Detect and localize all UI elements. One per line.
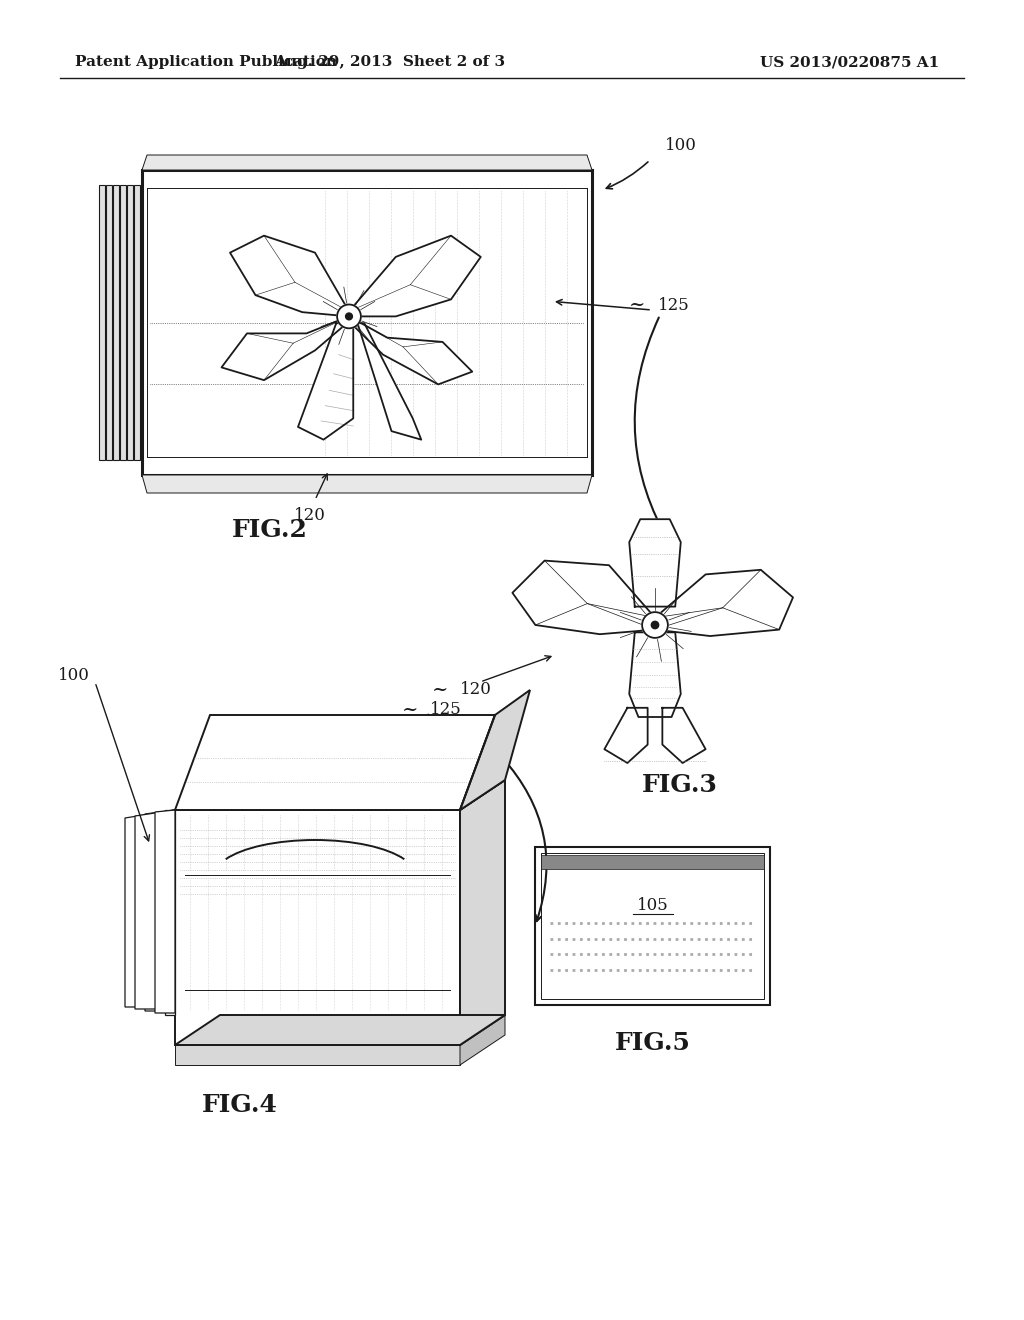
Text: 105: 105 xyxy=(637,898,669,913)
Circle shape xyxy=(346,313,352,319)
Polygon shape xyxy=(142,475,592,492)
Polygon shape xyxy=(655,570,793,636)
Polygon shape xyxy=(629,632,681,717)
Polygon shape xyxy=(230,236,349,317)
Polygon shape xyxy=(175,780,505,810)
Polygon shape xyxy=(142,154,592,170)
Text: FIG.2: FIG.2 xyxy=(232,517,308,543)
Text: FIG.3: FIG.3 xyxy=(642,774,718,797)
Polygon shape xyxy=(175,1045,460,1065)
Polygon shape xyxy=(125,810,175,1007)
Polygon shape xyxy=(349,317,472,384)
Polygon shape xyxy=(113,185,119,459)
Polygon shape xyxy=(175,810,460,1045)
Text: ~: ~ xyxy=(432,681,449,700)
Text: 120: 120 xyxy=(460,681,492,698)
Text: Aug. 29, 2013  Sheet 2 of 3: Aug. 29, 2013 Sheet 2 of 3 xyxy=(274,55,506,69)
Circle shape xyxy=(642,612,668,638)
Polygon shape xyxy=(541,855,764,869)
Text: 100: 100 xyxy=(665,136,697,153)
Polygon shape xyxy=(175,715,495,810)
Polygon shape xyxy=(460,1015,505,1065)
Text: FIG.4: FIG.4 xyxy=(202,1093,278,1117)
Polygon shape xyxy=(175,1015,505,1045)
Polygon shape xyxy=(535,847,770,1005)
Polygon shape xyxy=(604,708,647,763)
Text: ~: ~ xyxy=(401,701,418,719)
Polygon shape xyxy=(120,185,126,459)
Text: Patent Application Publication: Patent Application Publication xyxy=(75,55,337,69)
Polygon shape xyxy=(106,185,112,459)
Text: 125: 125 xyxy=(430,701,462,718)
Circle shape xyxy=(651,622,658,628)
Polygon shape xyxy=(298,323,353,440)
Polygon shape xyxy=(221,317,349,380)
Polygon shape xyxy=(99,185,105,459)
Text: 125: 125 xyxy=(658,297,690,314)
Text: FIG.5: FIG.5 xyxy=(614,1031,690,1055)
Polygon shape xyxy=(512,561,655,634)
Circle shape xyxy=(337,305,360,329)
Polygon shape xyxy=(134,185,140,459)
Text: 120: 120 xyxy=(294,507,326,524)
Polygon shape xyxy=(142,170,592,475)
Polygon shape xyxy=(629,519,681,607)
Text: US 2013/0220875 A1: US 2013/0220875 A1 xyxy=(760,55,939,69)
Text: 100: 100 xyxy=(58,667,90,684)
Polygon shape xyxy=(460,780,505,1045)
Polygon shape xyxy=(135,810,175,1008)
Polygon shape xyxy=(349,236,480,317)
Polygon shape xyxy=(127,185,133,459)
Polygon shape xyxy=(663,708,706,763)
Polygon shape xyxy=(155,810,175,1012)
Polygon shape xyxy=(460,690,530,810)
Text: ~: ~ xyxy=(629,296,645,314)
Polygon shape xyxy=(165,810,175,1015)
Polygon shape xyxy=(357,323,421,440)
Polygon shape xyxy=(145,810,175,1011)
